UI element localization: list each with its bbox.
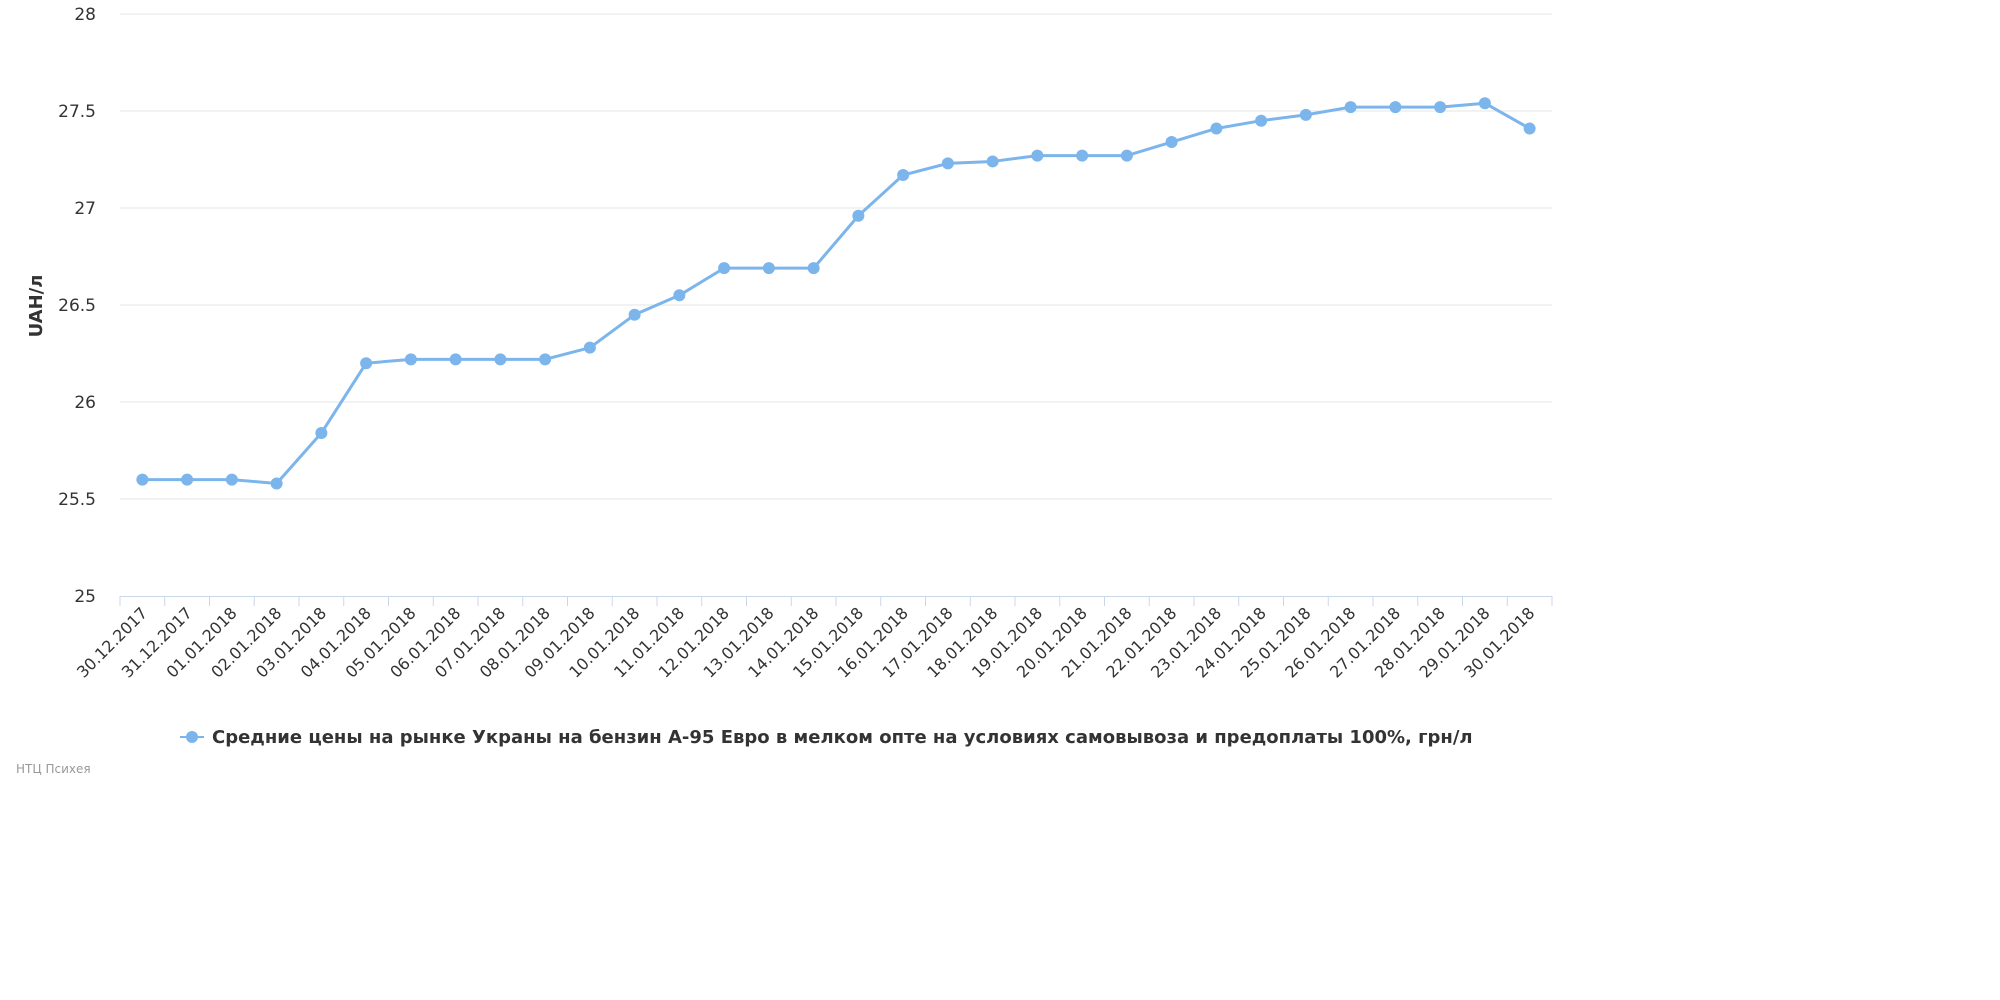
data-point[interactable] xyxy=(1255,114,1268,127)
series-line-group xyxy=(140,101,1532,485)
data-point[interactable] xyxy=(449,353,462,366)
line-chart: 25 25.5 26 26.5 27 27.5 28 30.12.201731.12.201… xyxy=(26,5,1553,682)
y-tick-labels: 25 25.5 26 26.5 27 27.5 28 xyxy=(58,5,96,607)
data-point[interactable] xyxy=(673,289,686,302)
y-tick-label: 28 xyxy=(74,5,96,25)
legend-marker-icon xyxy=(180,725,204,749)
axes xyxy=(119,596,1553,606)
data-point[interactable] xyxy=(583,341,596,354)
data-point[interactable] xyxy=(852,209,865,222)
data-point[interactable] xyxy=(1389,101,1402,114)
series-line[interactable] xyxy=(140,101,1532,485)
y-tick-label: 25.5 xyxy=(58,490,96,510)
data-point[interactable] xyxy=(762,262,775,275)
data-point[interactable] xyxy=(136,473,149,486)
legend[interactable]: Средние цены на рынке Украны на бензин А… xyxy=(180,725,1473,749)
data-point[interactable] xyxy=(986,155,999,168)
data-point[interactable] xyxy=(897,169,910,182)
y-axis-title: UAH/л xyxy=(26,275,47,338)
data-point[interactable] xyxy=(1210,122,1223,135)
data-point[interactable] xyxy=(539,353,552,366)
data-point[interactable] xyxy=(225,473,238,486)
data-point[interactable] xyxy=(718,262,731,275)
data-point[interactable] xyxy=(1076,149,1089,162)
data-point[interactable] xyxy=(1523,122,1536,135)
credits-text: НТЦ Психея xyxy=(16,762,91,776)
data-point[interactable] xyxy=(1165,136,1178,149)
x-tick-labels: 30.12.201731.12.201701.01.201802.01.2018… xyxy=(73,603,1538,681)
series-points xyxy=(136,97,1536,490)
data-point[interactable] xyxy=(807,262,820,275)
data-point[interactable] xyxy=(404,353,417,366)
data-point[interactable] xyxy=(360,357,373,370)
y-tick-label: 27 xyxy=(74,199,96,219)
y-tick-label: 27.5 xyxy=(58,102,96,122)
grid-lines xyxy=(120,13,1552,500)
data-point[interactable] xyxy=(181,473,194,486)
data-point[interactable] xyxy=(1031,149,1044,162)
data-point[interactable] xyxy=(494,353,507,366)
legend-label[interactable]: Средние цены на рынке Украны на бензин А… xyxy=(212,726,1473,748)
data-point[interactable] xyxy=(1299,108,1312,121)
y-tick-label: 26.5 xyxy=(58,296,96,316)
data-point[interactable] xyxy=(1120,149,1133,162)
data-point[interactable] xyxy=(315,427,328,440)
y-tick-label: 26 xyxy=(74,393,96,413)
data-point[interactable] xyxy=(270,477,283,490)
data-point[interactable] xyxy=(1478,97,1491,110)
data-point[interactable] xyxy=(1344,101,1357,114)
data-point[interactable] xyxy=(628,308,641,321)
data-point[interactable] xyxy=(1434,101,1447,114)
y-tick-label: 25 xyxy=(74,587,96,607)
data-point[interactable] xyxy=(941,157,954,170)
